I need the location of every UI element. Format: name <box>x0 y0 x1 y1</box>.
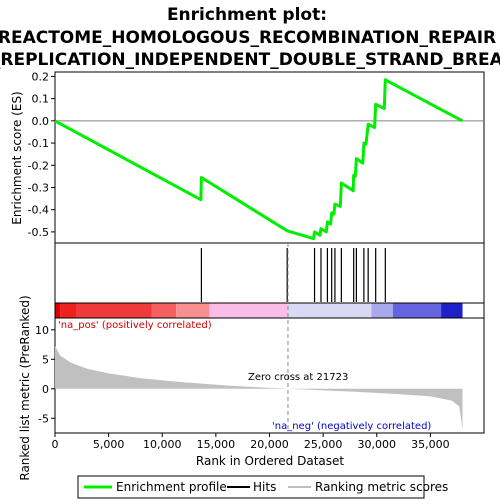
x-tick-label: 5,000 <box>93 438 125 451</box>
ranked-colorbar <box>54 302 485 319</box>
hits-panel-frame <box>54 242 485 304</box>
x-tick-label: 15,000 <box>197 438 236 451</box>
colorbar-segment <box>76 303 152 318</box>
legend-enrichment-profile-label: Enrichment profile <box>116 480 227 494</box>
es-y-tick-label: -0.4 <box>28 204 49 217</box>
metric-x-axis: 0 5,000 10,000 15,000 20,000 25,000 30,000 35,0… <box>52 433 450 451</box>
zero-cross-label: Zero cross at 21723 <box>248 372 348 383</box>
es-y-tick-label: 0.0 <box>32 115 50 128</box>
es-y-tick-label: -0.2 <box>28 159 49 172</box>
colorbar-segment <box>392 303 442 318</box>
colorbar-segment <box>176 303 210 318</box>
es-y-axis: 0.2 0.1 0.0 -0.1 -0.2 -0.3 -0.4 -0.5 <box>28 70 55 239</box>
metric-y-axis-label: Ranked list metric (PreRanked) <box>18 295 32 480</box>
legend: Enrichment profile Hits Ranking metric s… <box>77 475 448 499</box>
x-tick-label: 35,000 <box>411 438 450 451</box>
es-panel: 0.2 0.1 0.0 -0.1 -0.2 -0.3 -0.4 -0.5 Enrichment… <box>10 70 485 244</box>
es-y-tick-label: -0.3 <box>28 181 49 194</box>
chart-title: Enrichment plot: <box>167 5 327 25</box>
legend-ranking-metric-label: Ranking metric scores <box>315 480 448 494</box>
legend-hits-label: Hits <box>253 480 276 494</box>
x-tick-label: 20,000 <box>250 438 289 451</box>
x-tick-label: 25,000 <box>304 438 343 451</box>
colorbar-segment <box>441 303 463 318</box>
colorbar-segment <box>371 303 393 318</box>
metric-y-tick-label: -5 <box>38 412 49 425</box>
es-y-axis-label: Enrichment score (ES) <box>10 91 24 224</box>
colorbar-segment <box>60 303 77 318</box>
es-y-tick-label: -0.1 <box>28 137 49 150</box>
negative-correlation-label: 'na_neg' (negatively correlated) <box>272 421 431 432</box>
colorbar-segment <box>209 303 288 318</box>
es-panel-frame <box>54 71 485 244</box>
hits-panel <box>54 242 485 304</box>
legend-frame <box>77 475 425 499</box>
colorbar-segment <box>151 303 177 318</box>
chart-subtitle-line-1: REACTOME_HOMOLOGOUS_RECOMBINATION_REPAIR <box>0 28 496 48</box>
metric-y-tick-label: 5 <box>42 353 49 366</box>
x-axis-label: Rank in Ordered Dataset <box>196 454 344 468</box>
colorbar-segment <box>287 303 372 318</box>
es-y-tick-label: -0.5 <box>28 226 49 239</box>
metric-y-axis: 10 5 0 -5 <box>35 324 55 425</box>
x-tick-label: 30,000 <box>358 438 397 451</box>
ranking-metric-area <box>55 346 463 429</box>
enrichment-profile-line <box>54 78 464 241</box>
x-tick-label: 10,000 <box>143 438 182 451</box>
es-y-tick-label: 0.1 <box>32 93 50 106</box>
metric-y-tick-label: 0 <box>42 383 49 396</box>
metric-panel-frame <box>54 317 485 434</box>
colorbar-segment <box>55 303 61 318</box>
es-y-tick-label: 0.2 <box>32 70 50 83</box>
x-tick-label: 0 <box>52 438 59 451</box>
positive-correlation-label: 'na_pos' (positively correlated) <box>58 320 212 331</box>
metric-y-tick-label: 10 <box>35 324 49 337</box>
chart-subtitle-line-2: OF_REPLICATION_INDEPENDENT_DOUBLE_STRAND… <box>0 50 500 70</box>
